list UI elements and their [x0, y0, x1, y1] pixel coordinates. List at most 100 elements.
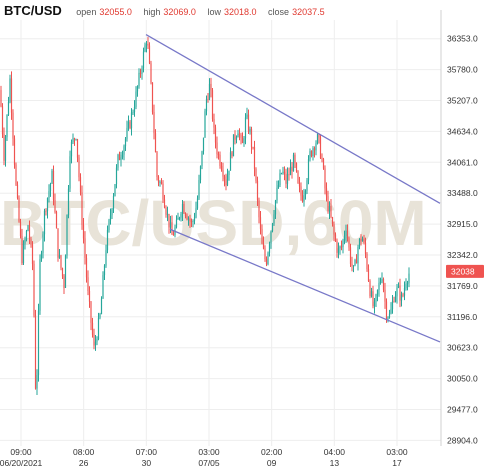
candle-body [376, 289, 379, 295]
channel-upper-line[interactable] [145, 33, 441, 204]
candle-body [285, 173, 287, 184]
x-tick-time: 03:00 [386, 447, 408, 457]
candle-body [408, 273, 410, 283]
candle-body [307, 159, 310, 181]
candle-body [24, 239, 26, 244]
x-tick-date: 06/20/2021 [0, 458, 43, 468]
candle-body [207, 98, 209, 100]
candle-body [277, 185, 280, 188]
candle-body [202, 137, 205, 152]
high-label: high [143, 7, 161, 17]
candle-body [342, 240, 344, 248]
candle-body [319, 137, 322, 159]
candle-body [97, 317, 100, 340]
candle-body [325, 188, 328, 197]
candle-body [189, 218, 191, 222]
candle-body [132, 112, 134, 114]
y-tick-label: 31769.0 [447, 281, 478, 291]
low-label: low [207, 7, 221, 17]
candle-body [346, 230, 349, 239]
candle-body [306, 180, 308, 191]
candle-body [228, 170, 230, 176]
candle-body [312, 148, 314, 157]
candle-body [109, 215, 112, 221]
candle-body [303, 194, 305, 202]
candle-body [225, 179, 227, 186]
candle-body [322, 159, 325, 169]
candle-body [12, 112, 14, 139]
candle-body [57, 228, 59, 258]
candle-body [343, 235, 346, 241]
candle-body [300, 186, 302, 196]
candle-body [105, 250, 107, 266]
candle-body [114, 184, 116, 197]
candle-body [160, 181, 163, 184]
x-tick-time: 07:00 [136, 447, 158, 457]
candle-body [396, 287, 398, 297]
candle-body [88, 290, 91, 302]
x-tick-time: 09:00 [10, 447, 32, 457]
candle-body [288, 174, 290, 176]
candle-body [244, 117, 247, 139]
candle-body [354, 260, 356, 266]
candle-body [63, 276, 65, 289]
candle-body [27, 225, 29, 231]
candle-body [388, 313, 391, 318]
candle-body [400, 294, 403, 301]
candle-body [171, 222, 173, 235]
candle-body [394, 296, 397, 302]
x-tick-time: 02:00 [261, 447, 283, 457]
candle-body [217, 154, 220, 156]
candle-body [264, 248, 266, 260]
candle-body [33, 263, 35, 316]
candle-body [382, 279, 385, 290]
candle-body [7, 101, 10, 115]
y-tick-label: 35780.0 [447, 65, 478, 75]
candle-body [405, 283, 407, 288]
candle-body [246, 114, 248, 118]
candle-body [39, 259, 41, 311]
candle-body [372, 291, 374, 307]
candle-body [138, 72, 140, 87]
candle-body [73, 138, 76, 140]
candle-body [36, 375, 38, 389]
candle-body [124, 138, 127, 147]
candle-body [126, 127, 128, 139]
y-tick-label: 32342.0 [447, 250, 478, 260]
candle-body [393, 301, 395, 303]
candle-body [64, 255, 67, 289]
y-axis: 36353.0 35780.0 35207.0 34634.0 34061.0 33488… [440, 10, 478, 446]
channel-lower-line[interactable] [169, 228, 441, 343]
candle-body [358, 238, 361, 247]
candle-body [273, 214, 275, 224]
candle-body [75, 139, 77, 141]
candle-body [208, 83, 211, 100]
candle-body [19, 221, 22, 236]
candle-body [241, 137, 244, 144]
candle-body [231, 152, 233, 157]
candle-body [141, 68, 143, 74]
candle-body [336, 240, 338, 253]
candle-body [3, 134, 5, 161]
candle-body [219, 154, 221, 166]
open-label: open [76, 7, 97, 17]
candle-body [9, 78, 11, 102]
candle-body [4, 137, 7, 161]
candle-body [148, 45, 151, 64]
close-label: close [268, 7, 290, 17]
x-tick-date: 17 [392, 458, 402, 468]
candle-body [120, 157, 122, 161]
candle-body [289, 166, 292, 176]
candle-body [34, 315, 37, 389]
candle-body [115, 167, 118, 185]
candle-body [247, 114, 250, 132]
candle-body [186, 215, 188, 220]
candle-body [223, 176, 226, 180]
candle-body [69, 156, 71, 189]
candle-body [139, 72, 142, 74]
x-tick-date: 09 [267, 458, 277, 468]
candle-body [274, 200, 277, 215]
candle-body [67, 188, 70, 216]
candle-body [280, 173, 283, 175]
